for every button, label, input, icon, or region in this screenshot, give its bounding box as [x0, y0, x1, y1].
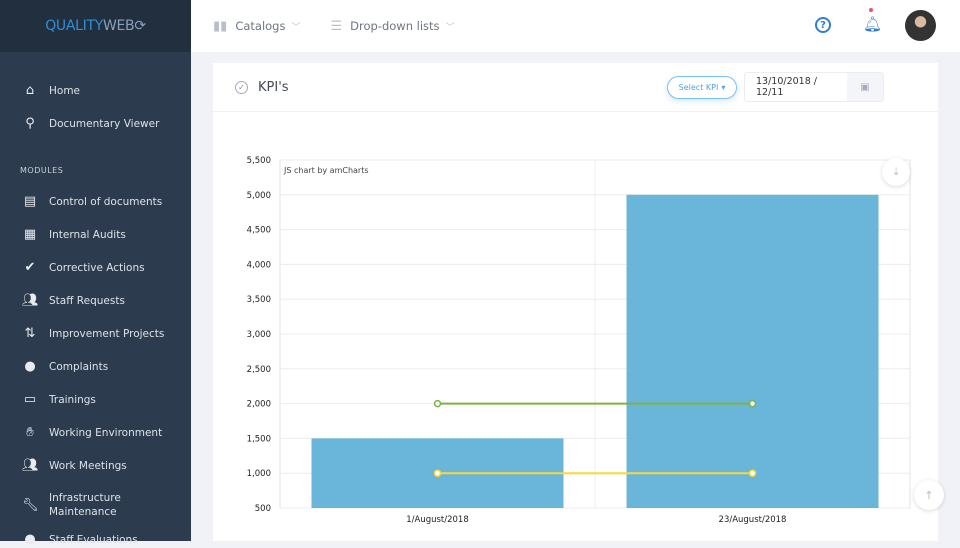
sidebar-item-work-meetings[interactable]: 👥︎ Work Meetings — [22, 458, 127, 473]
sort-icon: ⇅ — [24, 326, 36, 341]
date-range-input[interactable]: 13/10/2018 / 12/11 ▣ — [744, 72, 884, 102]
sidebar-item-control-of-documents[interactable]: ▤ Control of documents — [23, 194, 163, 209]
calendar-icon[interactable]: ▣ — [847, 73, 883, 101]
check-circle-icon: ✓ — [235, 80, 248, 94]
page-title: KPI's — [258, 79, 289, 95]
calendar-check-icon: ▦ — [23, 227, 37, 242]
file-icon: ▤ — [23, 194, 37, 209]
download-chart-button[interactable]: ⤓ — [882, 158, 910, 186]
sidebar-item-internal-audits[interactable]: ▦ Internal Audits — [23, 227, 126, 242]
sidebar-item-home[interactable]: ⌂ Home — [0, 82, 191, 99]
sidebar-item-trainings[interactable]: ▭ Trainings — [23, 392, 96, 407]
sidebar-item-corrective-actions[interactable]: ✔ Corrective Actions — [0, 259, 191, 276]
select-kpi-button[interactable]: Select KPI ▾ — [667, 76, 737, 99]
avatar[interactable] — [905, 10, 936, 41]
sidebar-item-complaints[interactable]: ● Complaints — [0, 358, 191, 375]
help-icon[interactable]: ? — [815, 17, 831, 33]
sidebar-item-staff-requests[interactable]: 👥︎ Staff Requests — [22, 293, 125, 308]
wrench-icon: 🔧︎ — [22, 497, 39, 513]
sidebar: QUALITY WEB ⟳ ⌂ Home ⚲ Documentary Viewer ▤ Con… — [0, 0, 191, 547]
download-icon: ⤓ — [893, 165, 899, 178]
chevron-down-icon: ﹀ — [291, 22, 301, 33]
notification-dot — [869, 8, 873, 12]
user-check-icon: ● — [24, 532, 36, 547]
sidebar-item-documentary-viewer[interactable]: ⚲ Documentary Viewer — [0, 115, 191, 132]
logo-icon: ⟳ — [134, 18, 146, 34]
check-circle-icon: ✔ — [24, 260, 36, 275]
scroll-top-button[interactable]: ↑ — [914, 480, 944, 510]
handshake-icon: ✋︎ — [26, 425, 34, 440]
chevron-down-icon: ﹀ — [445, 22, 455, 33]
modules-section-label: MODULES — [20, 166, 64, 175]
arrow-up-icon: ↑ — [924, 488, 934, 502]
kpi-card: ✓ KPI's Select KPI ▾ 13/10/2018 / 12/11 ▣ — [213, 63, 938, 541]
chalkboard-icon: ▭ — [23, 392, 37, 407]
comment-icon: ● — [24, 359, 36, 374]
search-icon: ⚲ — [25, 116, 35, 131]
home-icon: ⌂ — [25, 83, 35, 98]
sidebar-item-improvement-projects[interactable]: ⇅ Improvement Projects — [0, 325, 191, 342]
list-icon: ☰ — [330, 18, 343, 34]
sidebar-item-working-environment[interactable]: ✋︎ Working Environment — [0, 424, 191, 441]
sidebar-item-infrastructure-maintenance[interactable]: 🔧︎ Infrastructure Maintenance — [22, 492, 121, 518]
chevron-down-icon: ▾ — [721, 83, 726, 92]
bell-icon[interactable]: 🔔︎ — [863, 15, 883, 33]
users-icon: 👥︎ — [22, 458, 39, 473]
catalogs-menu[interactable]: ▮▮ Catalogs ﹀ — [213, 18, 301, 34]
dropdown-lists-menu[interactable]: ☰ Drop-down lists ﹀ — [330, 18, 455, 34]
logo[interactable]: QUALITY WEB ⟳ — [0, 0, 191, 52]
sidebar-item-staff-evaluations[interactable]: ● Staff Evaluations — [0, 531, 191, 548]
topbar: ▮▮ Catalogs ﹀ ☰ Drop-down lists ﹀ ? 🔔︎ — [191, 0, 960, 52]
book-icon: ▮▮ — [213, 18, 228, 34]
users-icon: 👥︎ — [22, 293, 39, 308]
